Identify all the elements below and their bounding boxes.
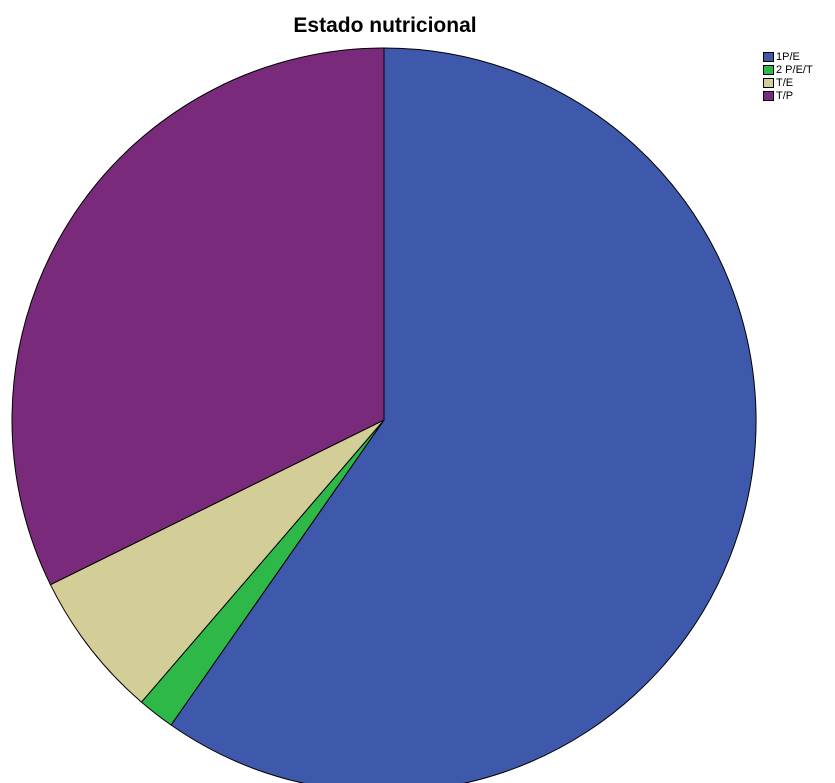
chart-title: Estado nutricional	[293, 14, 477, 37]
legend-item: 2 P/E/T	[763, 63, 813, 76]
legend-swatch	[763, 51, 774, 62]
legend-label: 2 P/E/T	[776, 63, 813, 76]
legend-swatch	[763, 90, 774, 101]
legend-swatch	[763, 64, 774, 75]
pie-chart	[11, 47, 757, 783]
legend-label: T/E	[776, 76, 794, 89]
legend: 1P/E 2 P/E/T T/E T/P	[763, 50, 813, 102]
pie-slice-t-p	[11, 47, 385, 586]
legend-item: T/E	[763, 76, 813, 89]
legend-label: 1P/E	[776, 50, 800, 63]
legend-label: T/P	[776, 89, 794, 102]
legend-item: T/P	[763, 89, 813, 102]
legend-item: 1P/E	[763, 50, 813, 63]
pie-slice-1p-e	[170, 47, 757, 783]
pie-slice-t-e	[49, 419, 385, 703]
legend-swatch	[763, 77, 774, 88]
